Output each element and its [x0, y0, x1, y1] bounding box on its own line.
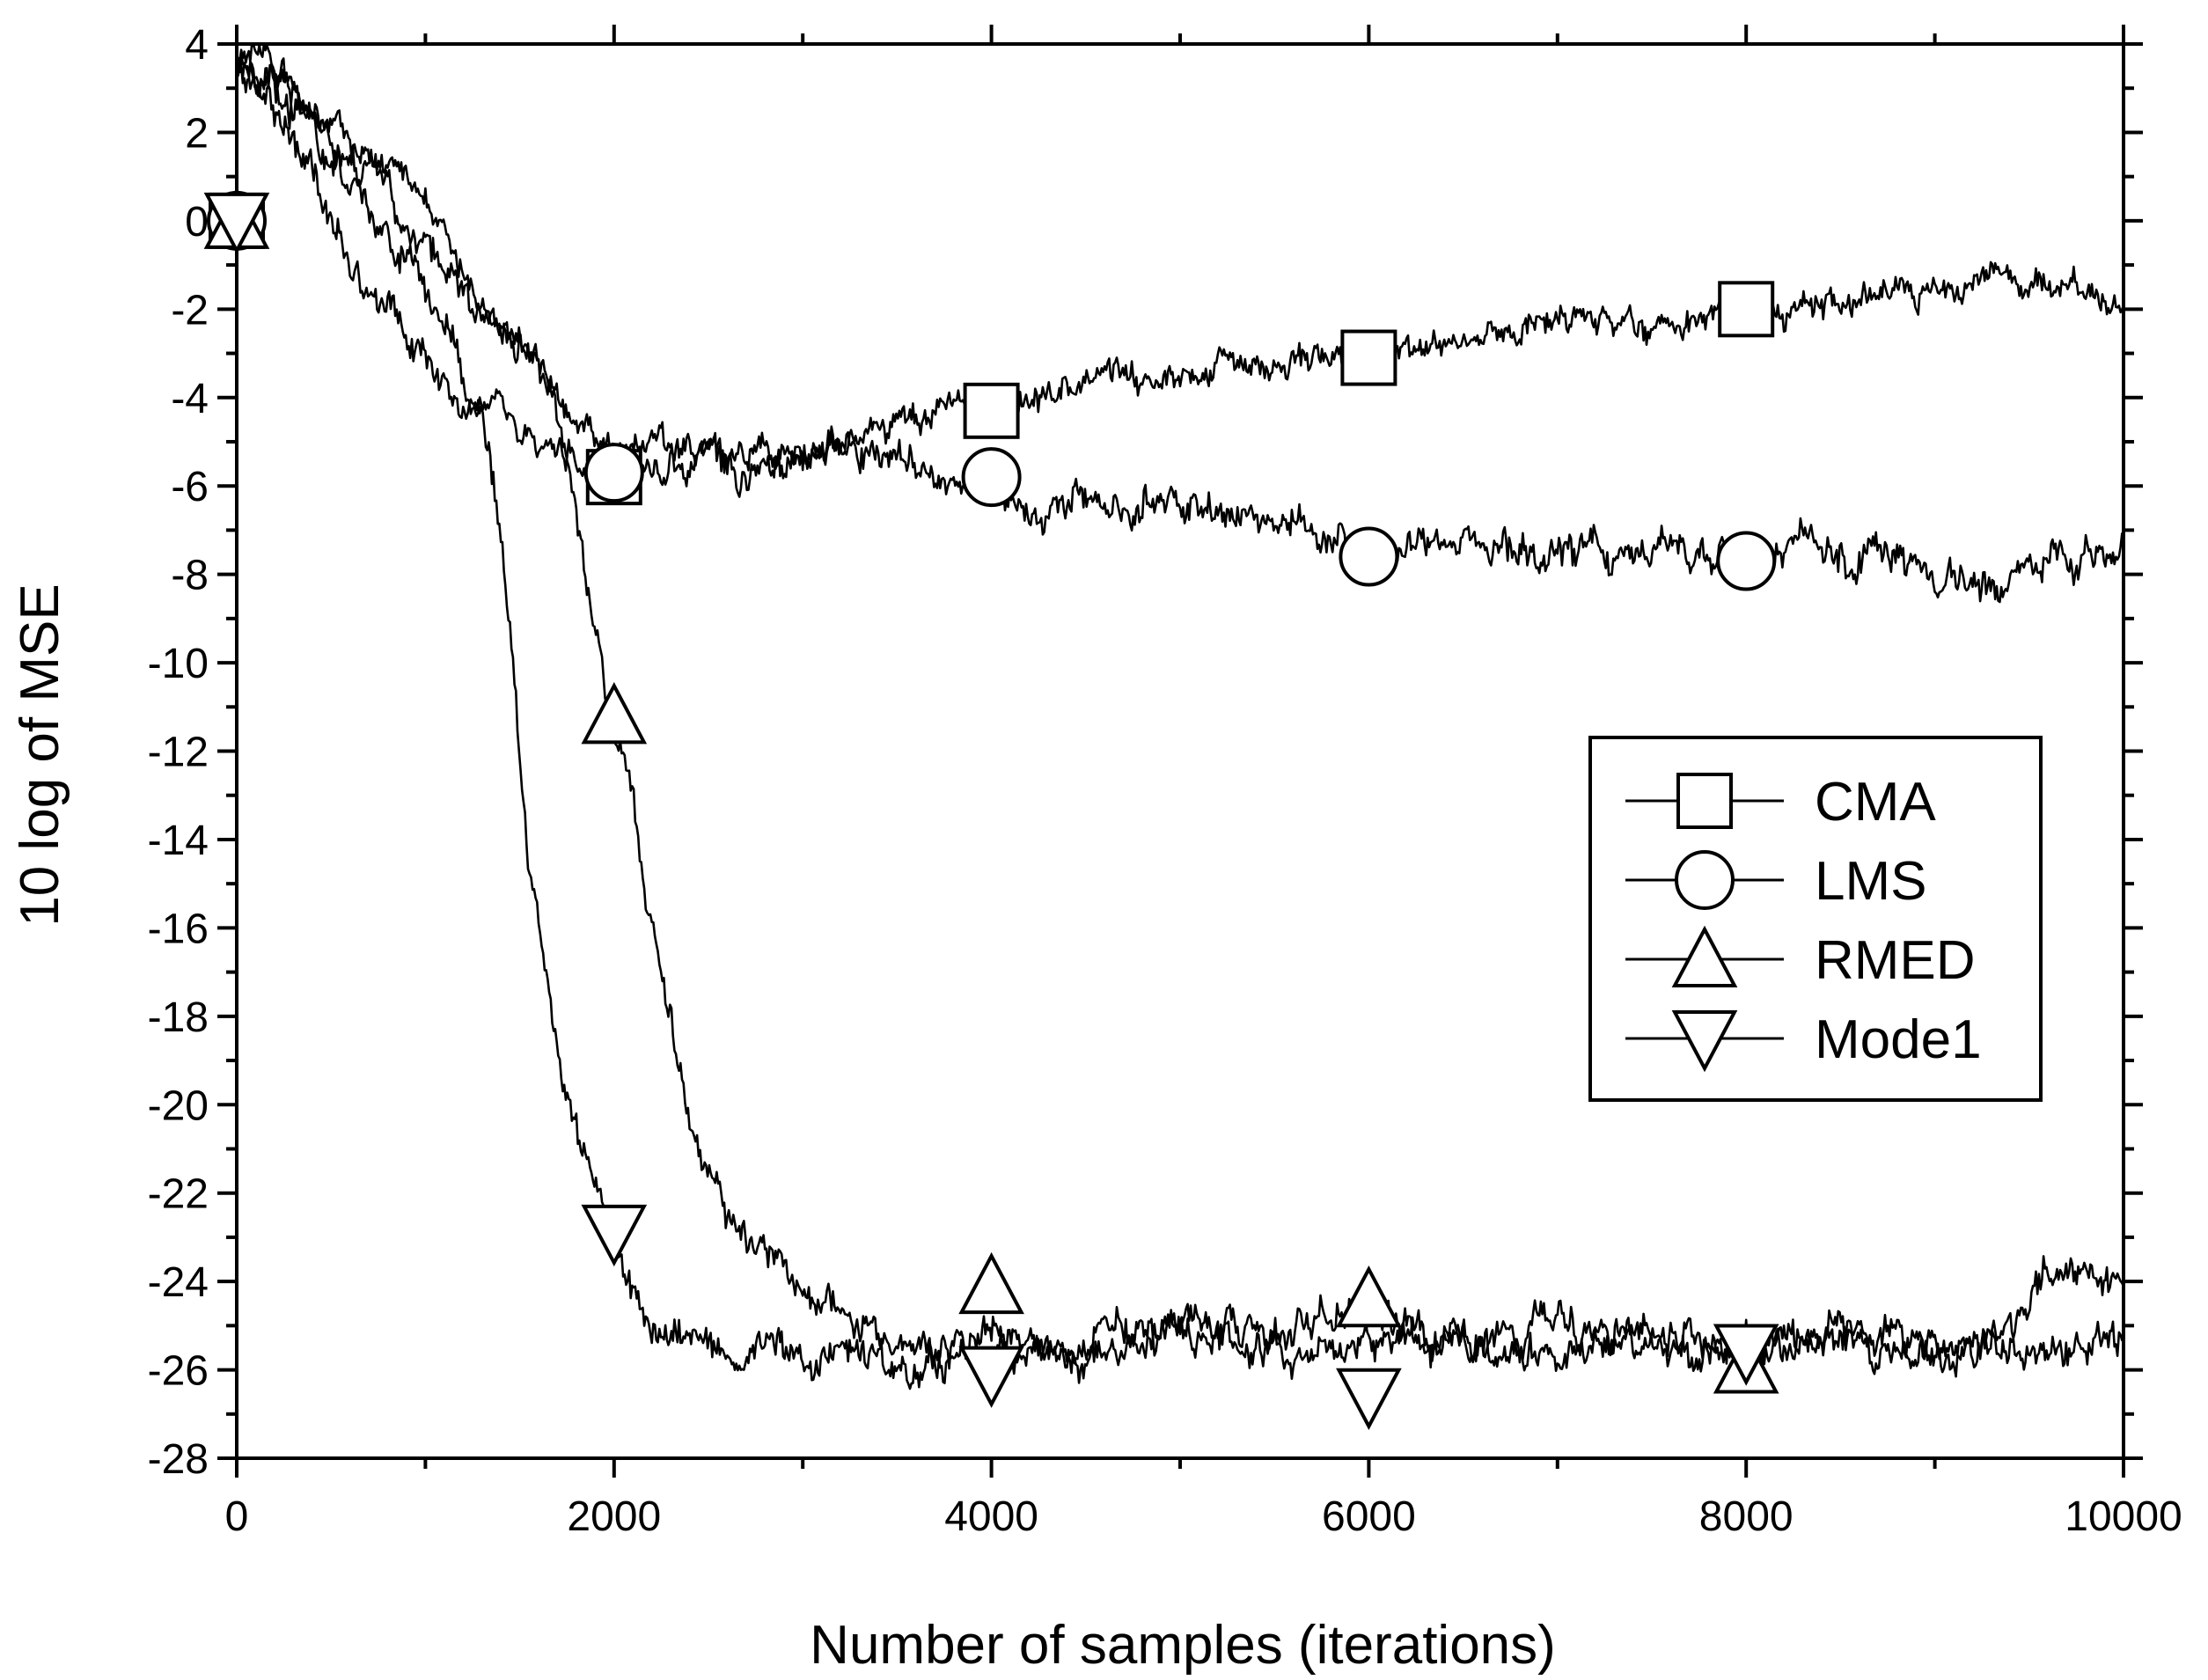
legend-label-rmed: RMED: [1815, 930, 1976, 991]
x-tick-label: 4000: [944, 1493, 1038, 1540]
y-tick-label: -22: [148, 1171, 209, 1218]
y-tick-label: -14: [148, 818, 209, 864]
series-marker-cma: [1718, 281, 1775, 338]
legend-label-cma: CMA: [1815, 772, 1936, 833]
series-layer: [235, 42, 2125, 1390]
y-tick-label: -8: [171, 553, 209, 599]
series-marker-rmed: [1336, 1265, 1402, 1328]
series-line-rmed: [235, 55, 2125, 1390]
series-line-cma: [235, 57, 2125, 472]
series-marker-cma: [1340, 329, 1397, 386]
series-marker-lms: [1716, 531, 1777, 591]
y-tick-label: -4: [171, 376, 209, 422]
series-line-mode1: [235, 42, 2124, 1384]
series-marker-mode1: [1336, 1368, 1402, 1430]
y-tick-label: -6: [171, 464, 209, 510]
y-tick-label: -20: [148, 1082, 209, 1129]
series-marker-mode1: [958, 1346, 1024, 1408]
series-marker-lms: [583, 443, 644, 503]
x-tick-label: 8000: [1699, 1493, 1794, 1540]
series-line-lms: [235, 54, 2125, 604]
y-tick-label: -26: [148, 1348, 209, 1395]
y-tick-label: -10: [148, 641, 209, 687]
series-marker-rmed: [958, 1251, 1024, 1315]
legend-marker-mode1: [1671, 1010, 1738, 1073]
x-tick-label: 6000: [1322, 1493, 1416, 1540]
y-tick-label: -16: [148, 906, 209, 952]
series-marker-cma: [963, 382, 1020, 439]
series-marker-mode1: [581, 1204, 648, 1267]
series-marker-rmed: [581, 682, 648, 745]
series-marker-lms: [1339, 526, 1399, 587]
legend-label-lms: LMS: [1815, 851, 1926, 912]
y-tick-label: -28: [148, 1436, 209, 1483]
legend-marker-rmed: [1671, 925, 1738, 987]
x-tick-label: 10000: [2065, 1493, 2182, 1540]
y-tick-label: -18: [148, 994, 209, 1041]
legend-label-mode1: Mode1: [1815, 1009, 1982, 1070]
y-tick-label: 0: [185, 199, 209, 246]
y-tick-label: -12: [148, 730, 209, 776]
y-tick-label: -2: [171, 287, 209, 334]
series-marker-lms: [961, 447, 1022, 508]
series-marker-mode1: [1713, 1324, 1779, 1386]
axes: 0 2000 4000 6000 8000 10000 4 2 0 -2 -4 -6 -8 -10 -12 -…: [148, 22, 2182, 1540]
legend-marker-cma: [1676, 773, 1733, 829]
y-tick-label: 4: [185, 22, 209, 69]
legend: CMA LMS RMED Mode1: [1588, 736, 2043, 1102]
series-marker-mode1: [203, 192, 270, 255]
legend-marker-lms: [1675, 850, 1735, 910]
markers-layer: [203, 187, 1779, 1430]
x-axis-label: Number of samples (iterations): [810, 1615, 1556, 1676]
x-tick-label: 2000: [567, 1493, 661, 1540]
x-tick-label: 0: [225, 1493, 249, 1540]
y-tick-label: -24: [148, 1259, 209, 1306]
y-axis-label: 10 log of MSE: [10, 583, 70, 926]
y-tick-label: 2: [185, 110, 209, 157]
